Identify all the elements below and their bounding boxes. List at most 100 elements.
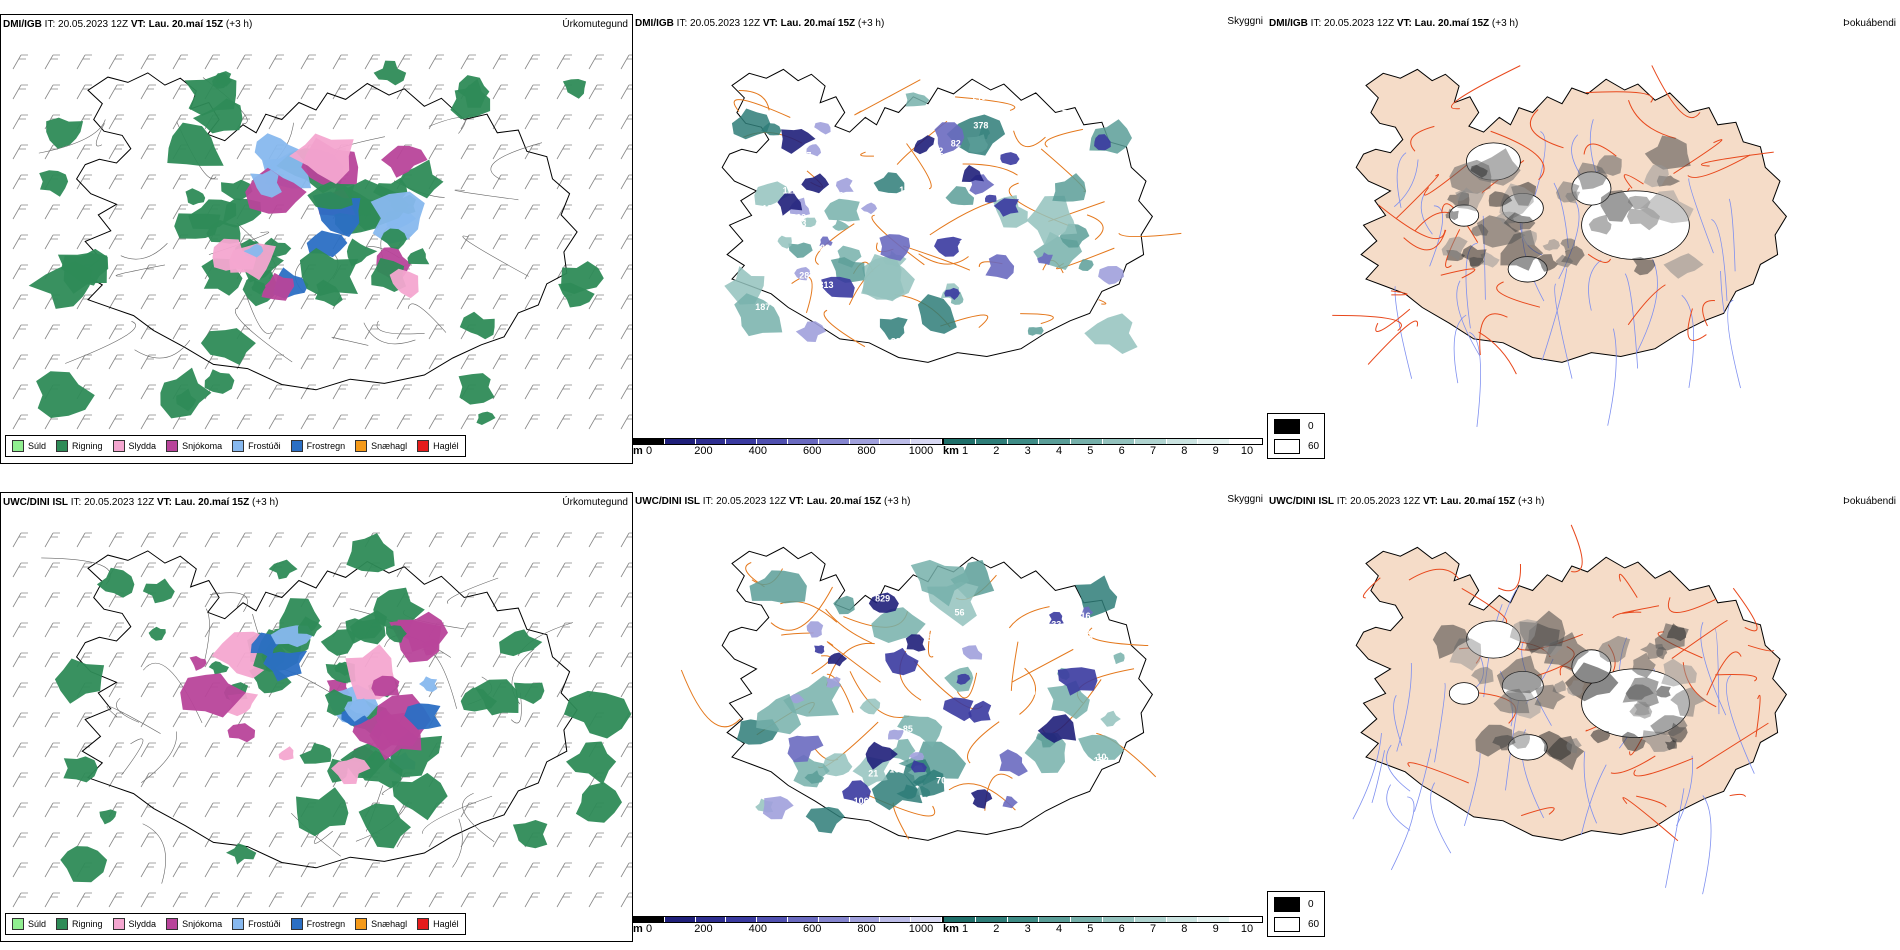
wind-barb <box>460 54 476 70</box>
legend-item: Frostúði <box>232 918 281 930</box>
wind-barb <box>108 204 124 220</box>
wind-barb <box>492 294 508 310</box>
wind-barb <box>268 742 284 758</box>
legend-swatch <box>112 918 125 930</box>
ceiling-value-label: 56 <box>954 607 964 617</box>
wind-barb <box>12 234 28 250</box>
wind-barb <box>12 862 28 878</box>
legend-swatch <box>12 918 24 930</box>
legend-item: Haglél <box>417 918 459 930</box>
ceiling-value-label: 89 <box>891 336 901 346</box>
wind-barb <box>300 54 316 70</box>
colorbar-tick: 4 <box>1055 923 1063 935</box>
wind-barb <box>556 324 572 340</box>
colorbar-tick: 800 <box>857 923 876 935</box>
precip-type-panel-dmi: DMI/IGB IT: 20.05.2023 12Z VT: Lau. 20.m… <box>0 14 633 464</box>
wind-barb <box>396 54 412 70</box>
legend-label: Haglél <box>433 441 459 451</box>
wind-barb <box>44 652 60 668</box>
wind-barb <box>620 592 632 608</box>
ceiling-value-label: 283 <box>791 219 806 229</box>
wind-barb <box>172 742 188 758</box>
ceiling-cells <box>762 592 1098 820</box>
wind-barb <box>204 414 220 430</box>
wind-barb <box>268 892 284 908</box>
colorbar-bin <box>849 439 881 444</box>
wind-barb <box>76 802 92 818</box>
legend-item: Rigning <box>56 918 103 930</box>
wind-barb <box>268 354 284 370</box>
wind-barb <box>556 114 572 130</box>
wind-barb <box>204 174 220 190</box>
wind-barb <box>108 832 124 848</box>
wind-barb <box>44 802 60 818</box>
wind-barb <box>524 772 540 788</box>
legend-label: Rigning <box>72 919 103 929</box>
wind-barb <box>620 84 632 100</box>
wind-barb <box>428 54 444 70</box>
wind-barb <box>172 54 188 70</box>
fog-legend: 0 60 <box>1267 891 1325 937</box>
wind-barb <box>396 114 412 130</box>
wind-barb <box>44 324 60 340</box>
wind-barb <box>12 114 28 130</box>
colorbar-tick: 1 <box>961 445 969 457</box>
wind-barb <box>364 414 380 430</box>
wind-barb <box>620 234 632 250</box>
wind-barb <box>12 264 28 280</box>
wind-barb <box>460 862 476 878</box>
wind-barb <box>300 354 316 370</box>
wind-barb <box>588 652 604 668</box>
wind-barb <box>140 414 156 430</box>
wind-barb <box>588 892 604 908</box>
wind-barb <box>204 832 220 848</box>
legend-item: Frostregn <box>290 918 345 930</box>
wind-barb <box>300 532 316 548</box>
wind-barb <box>12 892 28 908</box>
wind-barb <box>236 742 252 758</box>
colorbar-tick: 5 <box>1087 445 1094 457</box>
wind-barb <box>108 234 124 250</box>
wind-barb <box>108 682 124 698</box>
ceiling-value-label: 85 <box>903 724 913 734</box>
wind-barb <box>108 652 124 668</box>
ceiling-value-label: 98 <box>776 276 786 286</box>
wind-barb <box>620 324 632 340</box>
wind-barb <box>108 144 124 160</box>
wind-barb <box>12 712 28 728</box>
colorbar-bin <box>695 439 727 444</box>
wind-barb <box>460 294 476 310</box>
wind-barb <box>172 622 188 638</box>
colorbar-bin <box>818 917 850 922</box>
wind-barb <box>428 114 444 130</box>
visibility-cells <box>724 92 1138 354</box>
colorbar-tick: 400 <box>748 923 767 935</box>
fog-map <box>1332 65 1788 427</box>
wind-barb <box>620 264 632 280</box>
wind-barb <box>140 324 156 340</box>
wind-barb <box>76 54 92 70</box>
wind-barb <box>460 712 476 728</box>
wind-barb <box>620 54 632 70</box>
wind-barb <box>236 84 252 100</box>
colorbar-strip <box>633 438 943 445</box>
wind-barb <box>492 354 508 370</box>
wind-barb <box>524 562 540 578</box>
precip-type-panel-uwc: UWC/DINI ISL IT: 20.05.2023 12Z VT: Lau.… <box>0 492 633 942</box>
wind-barb <box>620 862 632 878</box>
panel-header: UWC/DINI ISL IT: 20.05.2023 12Z VT: Lau.… <box>635 496 911 507</box>
wind-barb <box>492 652 508 668</box>
legend-label: Súld <box>28 919 47 929</box>
ceiling-value-label: 70 <box>936 775 946 785</box>
wind-barb <box>12 742 28 758</box>
legend-item: Snjókoma <box>166 440 222 452</box>
wind-barbs <box>12 532 632 908</box>
wind-barb <box>108 174 124 190</box>
colorbar-bin <box>1007 439 1040 444</box>
wind-barb <box>204 54 220 70</box>
wind-barb <box>12 832 28 848</box>
parameter-title: Þokuábendi <box>1843 18 1896 29</box>
wind-barb <box>140 892 156 908</box>
wind-barb <box>172 84 188 100</box>
colorbar-bin <box>911 439 942 444</box>
